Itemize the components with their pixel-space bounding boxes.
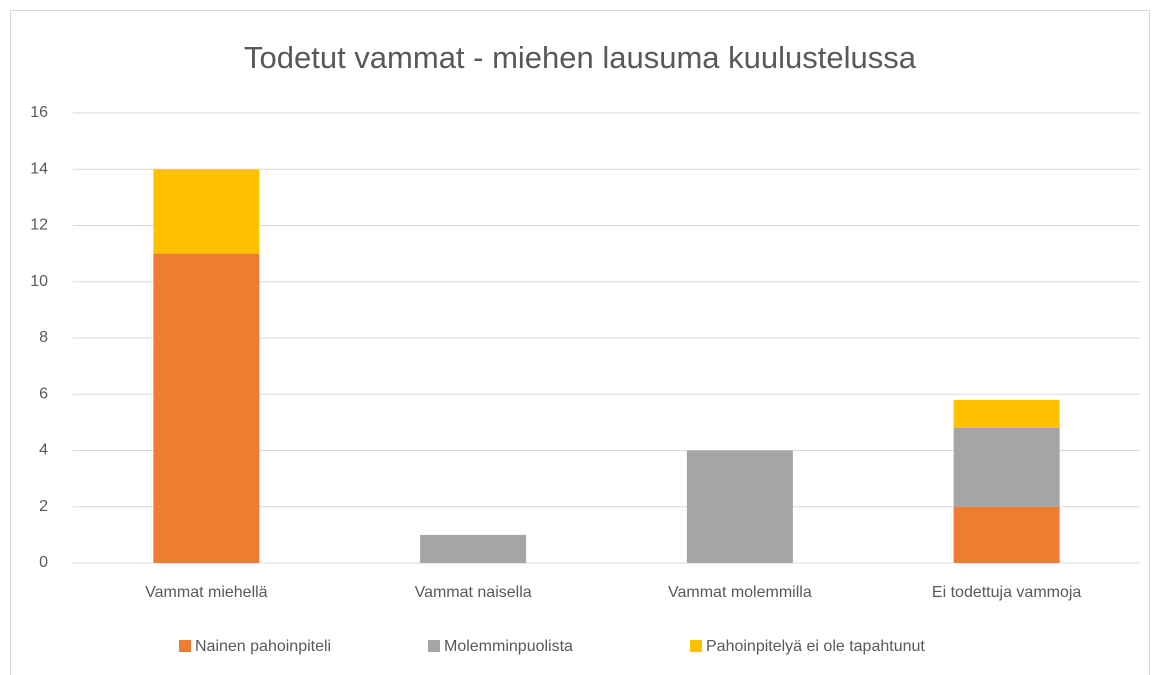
bar-segment xyxy=(420,534,527,563)
y-tick-label: 16 xyxy=(30,104,48,121)
x-tick-label: Vammat naisella xyxy=(415,584,532,601)
bar-segment xyxy=(953,428,1060,507)
y-tick-label: 2 xyxy=(39,498,48,515)
y-tick-label: 0 xyxy=(39,554,48,571)
legend-swatch xyxy=(428,640,440,652)
x-tick-label: Vammat miehellä xyxy=(145,584,268,601)
legend-swatch xyxy=(179,640,191,652)
legend-label: Molemminpuolista xyxy=(444,638,573,655)
bar-segment xyxy=(953,399,1060,428)
bar-segment xyxy=(953,506,1060,563)
y-tick-label: 8 xyxy=(39,329,48,346)
legend-swatch xyxy=(690,640,702,652)
bar-segment xyxy=(686,450,793,563)
y-tick-label: 10 xyxy=(30,273,48,290)
x-tick-label: Ei todettuja vammoja xyxy=(932,584,1082,601)
y-tick-label: 6 xyxy=(39,385,48,402)
chart-title: Todetut vammat - miehen lausuma kuuluste… xyxy=(244,40,917,75)
bar-segment xyxy=(153,253,260,563)
bar-segment xyxy=(153,169,260,254)
y-tick-label: 4 xyxy=(39,442,48,459)
legend-label: Pahoinpitelyä ei ole tapahtunut xyxy=(706,638,925,655)
y-tick-label: 12 xyxy=(30,217,48,234)
x-tick-label: Vammat molemmilla xyxy=(668,584,812,601)
legend-label: Nainen pahoinpiteli xyxy=(195,638,331,655)
y-tick-label: 14 xyxy=(30,160,48,177)
